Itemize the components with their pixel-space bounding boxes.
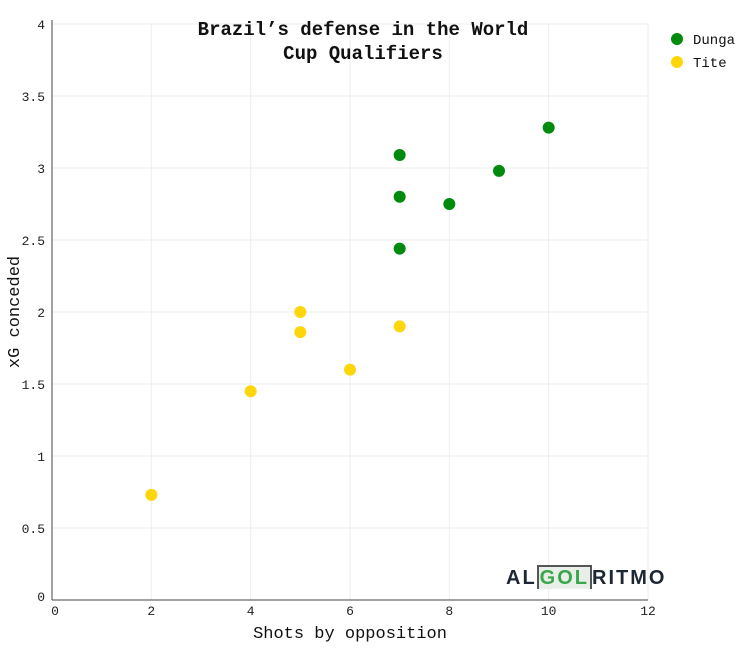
y-tick-label: 4 (37, 18, 45, 33)
data-point-tite (145, 488, 158, 501)
logo-part: RITMO (592, 567, 667, 589)
y-tick-label: 3 (37, 162, 45, 177)
legend-label: Tite (693, 56, 727, 72)
data-point-tite (294, 306, 307, 318)
data-point-dunga (542, 121, 555, 134)
data-point-dunga (393, 242, 406, 255)
y-tick-label: 2.5 (22, 234, 45, 249)
data-point-dunga (393, 149, 406, 162)
data-point-tite (244, 385, 257, 398)
logo-part: AL (506, 567, 537, 589)
y-tick-label: 1 (37, 450, 45, 465)
data-point-dunga (443, 198, 456, 210)
algolritmo-logo: AL GOL RITMO (506, 565, 667, 590)
x-tick-label: 12 (640, 604, 656, 619)
y-tick-label: 0.5 (22, 522, 45, 537)
data-point-dunga (493, 164, 505, 177)
x-tick-label: 10 (541, 604, 557, 619)
data-point-tite (294, 326, 307, 339)
x-axis-label: Shots by opposition (253, 625, 447, 644)
y-tick-label: 1.5 (22, 378, 45, 393)
chart-title: Cup Qualifiers (283, 43, 443, 65)
y-tick-label: 0 (37, 590, 45, 605)
legend-marker-dunga (671, 33, 683, 45)
y-tick-label: 3.5 (22, 90, 45, 105)
chart-title: Brazil’s defense in the World (198, 19, 529, 41)
data-point-tite (344, 363, 356, 376)
logo-part: GOL (536, 565, 593, 589)
data-point-tite (393, 320, 406, 333)
x-tick-label: 8 (445, 604, 453, 619)
y-axis-label: xG conceded (6, 256, 25, 368)
x-tick-label: 2 (147, 604, 155, 619)
x-tick-label: 0 (51, 604, 59, 619)
data-point-dunga (393, 190, 406, 203)
y-tick-label: 2 (37, 306, 45, 321)
legend-marker-tite (671, 56, 683, 68)
legend-label: Dunga (693, 33, 735, 49)
x-tick-label: 6 (346, 604, 354, 619)
x-tick-label: 4 (247, 604, 255, 619)
